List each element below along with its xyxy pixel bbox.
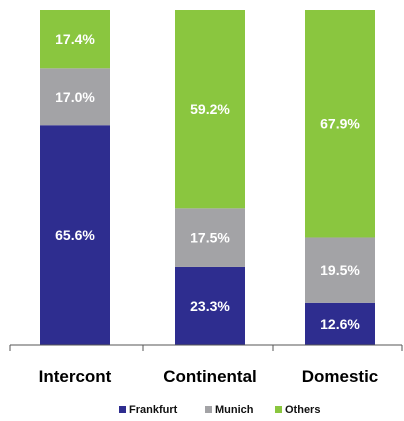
- data-label-domestic-frankfurt: 12.6%: [320, 316, 360, 332]
- x-axis-category-labels: Intercont Continental Domestic: [39, 367, 379, 386]
- bar-continental-others: [175, 10, 245, 209]
- data-label-intercont-frankfurt: 65.6%: [55, 227, 95, 243]
- bar-domestic-others: [305, 10, 375, 238]
- data-label-intercont-munich: 17.0%: [55, 89, 95, 105]
- bar-continental-munich: [175, 208, 245, 267]
- legend-swatch-others: [275, 406, 282, 413]
- legend: Frankfurt Munich Others: [119, 404, 320, 416]
- x-axis-ticks: [9, 345, 403, 351]
- bar-area: 65.6% 17.0% 17.4% 23.3% 17.5% 59.2% 12.6% 19.5%…: [40, 10, 375, 346]
- category-label-continental: Continental: [163, 367, 257, 386]
- bar-domestic-frankfurt: [305, 302, 375, 345]
- legend-swatch-frankfurt: [119, 406, 126, 413]
- bar-intercont-frankfurt: [40, 125, 110, 346]
- data-label-continental-others: 59.2%: [190, 101, 230, 117]
- legend-label-munich: Munich: [215, 404, 254, 416]
- legend-label-others: Others: [285, 404, 320, 416]
- bar-domestic-munich: [305, 237, 375, 303]
- data-label-continental-munich: 17.5%: [190, 230, 230, 246]
- bar-continental-frankfurt: [175, 266, 245, 345]
- legend-swatch-munich: [205, 406, 212, 413]
- legend-label-frankfurt: Frankfurt: [129, 404, 178, 416]
- category-label-intercont: Intercont: [39, 367, 112, 386]
- bar-intercont-others: [40, 10, 110, 69]
- data-label-intercont-others: 17.4%: [55, 31, 95, 47]
- data-label-continental-frankfurt: 23.3%: [190, 298, 230, 314]
- category-label-domestic: Domestic: [302, 367, 379, 386]
- data-label-domestic-munich: 19.5%: [320, 262, 360, 278]
- data-label-domestic-others: 67.9%: [320, 116, 360, 132]
- bar-intercont-munich: [40, 68, 110, 126]
